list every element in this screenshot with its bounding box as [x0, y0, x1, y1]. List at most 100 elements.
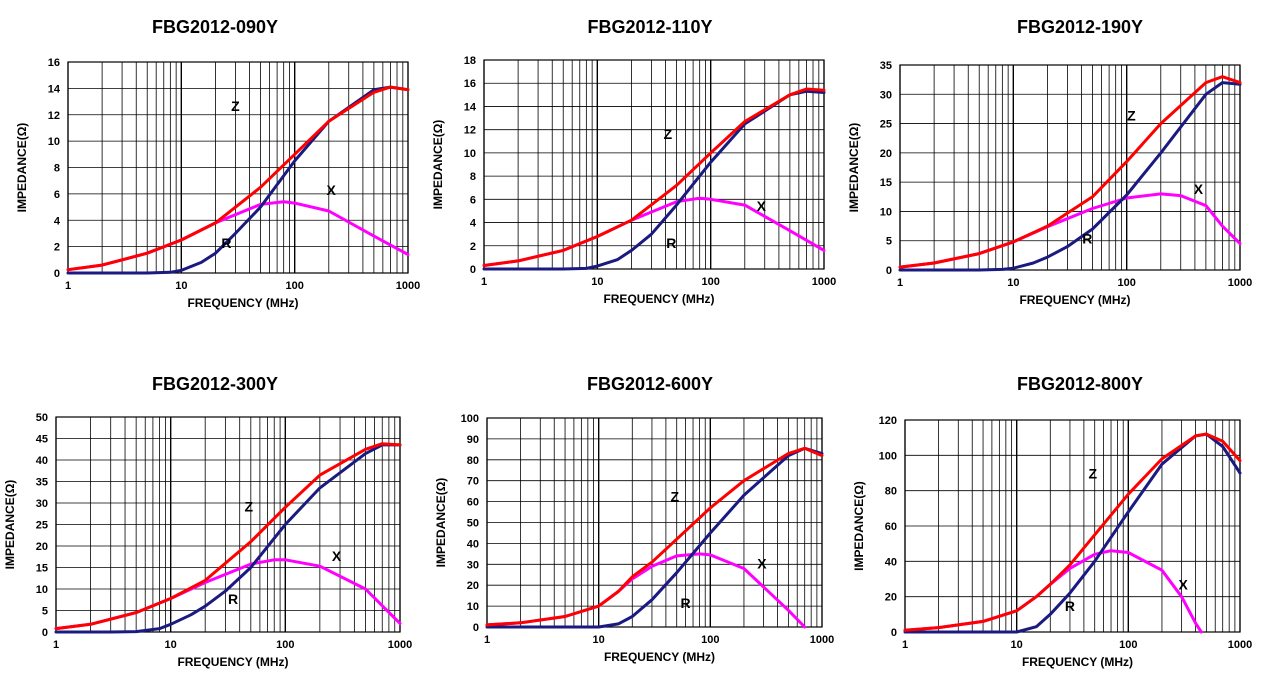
y-tick-label: 35: [880, 60, 892, 72]
chart-title: FBG2012-090Y: [152, 17, 278, 37]
y-axis-label: IMPEDANCE(Ω): [3, 480, 17, 570]
y-tick-label: 4: [470, 218, 477, 230]
x-tick-label: 1: [65, 280, 71, 292]
chart-title: FBG2012-300Y: [152, 374, 278, 394]
x-tick-label: 10: [165, 639, 177, 651]
y-tick-label: 10: [464, 148, 476, 160]
series-line-r: [485, 446, 824, 629]
x-tick-label: 1000: [1228, 639, 1252, 651]
y-tick-label: 15: [36, 563, 48, 575]
y-tick-label: 25: [880, 119, 892, 131]
y-tick-label: 14: [464, 101, 477, 113]
y-tick-label: 16: [48, 57, 60, 69]
series-line-r: [482, 89, 826, 271]
series-line-x: [898, 192, 1242, 269]
y-tick-label: 0: [42, 627, 48, 639]
chart-3: FBG2012-190Y 0 5 10 15 20 25 30 35 1 10 100 1000 FREQ…: [847, 17, 1252, 307]
y-axis-label: IMPEDANCE(Ω): [847, 123, 861, 213]
curve-label-r: R: [1065, 598, 1075, 614]
curve-label-r: R: [228, 591, 238, 607]
curve-label-x: X: [332, 548, 342, 564]
plot-frame: [67, 61, 409, 274]
y-tick-label: 30: [880, 89, 892, 101]
y-tick-label: 16: [464, 78, 476, 90]
series-line-x: [903, 549, 1203, 634]
x-tick-label: 10: [593, 634, 605, 646]
x-axis-label: FREQUENCY (MHz): [177, 655, 288, 669]
y-tick-label: 20: [885, 592, 897, 604]
series-line-r: [898, 81, 1242, 272]
x-axis-label: FREQUENCY (MHz): [187, 296, 298, 310]
curve-label-x: X: [327, 182, 337, 198]
y-tick-label: 5: [42, 606, 48, 618]
x-tick-label: 10: [1007, 277, 1019, 289]
x-tick-label: 1000: [810, 634, 834, 646]
x-tick-label: 1000: [812, 276, 836, 288]
y-axis-label: IMPEDANCE(Ω): [431, 120, 445, 210]
x-tick-label: 10: [175, 280, 187, 292]
curve-label-r: R: [221, 235, 231, 251]
chart-1: FBG2012-090Y 0 2 4 6 8 10 12 14 16 1 10 100 1000 FREQU…: [15, 17, 420, 310]
chart-4: FBG2012-300Y 0 5 10 15 20 25 30 35 40 45 50 1 10 100 10…: [3, 374, 412, 669]
series-line-r: [66, 85, 410, 275]
series-line-z: [898, 75, 1242, 269]
y-tick-label: 2: [470, 241, 476, 253]
y-tick-label: 5: [886, 236, 892, 248]
plot-frame: [904, 419, 1241, 633]
y-tick-label: 10: [880, 206, 892, 218]
y-tick-label: 60: [885, 521, 897, 533]
series-line-z: [54, 442, 402, 631]
y-tick-label: 40: [467, 538, 479, 550]
y-tick-label: 40: [885, 556, 897, 568]
y-tick-label: 70: [467, 476, 479, 488]
x-tick-label: 1: [53, 639, 59, 651]
y-tick-label: 0: [473, 622, 479, 634]
curve-label-z: Z: [245, 499, 254, 515]
series-line-z: [903, 432, 1242, 632]
y-tick-label: 50: [36, 412, 48, 424]
y-tick-label: 8: [54, 163, 60, 175]
x-tick-label: 10: [591, 276, 603, 288]
chart-title: FBG2012-600Y: [587, 374, 713, 394]
y-tick-label: 12: [464, 125, 476, 137]
series-line-r: [54, 443, 402, 634]
y-tick-label: 14: [48, 83, 61, 95]
curve-label-r: R: [666, 235, 676, 251]
y-tick-label: 18: [464, 55, 476, 67]
x-tick-label: 100: [285, 280, 303, 292]
x-axis-label: FREQUENCY (MHz): [603, 292, 714, 306]
y-tick-label: 100: [461, 413, 479, 425]
series-line-z: [482, 87, 826, 267]
grid: [483, 59, 825, 270]
curve-label-x: X: [1194, 181, 1204, 197]
y-tick-label: 10: [467, 601, 479, 613]
curve-label-z: Z: [670, 489, 679, 505]
y-tick-label: 40: [36, 455, 48, 467]
series-line-z: [485, 446, 824, 627]
x-tick-label: 1: [484, 634, 490, 646]
y-tick-label: 0: [891, 627, 897, 639]
y-tick-label: 80: [467, 455, 479, 467]
x-tick-label: 1000: [388, 639, 412, 651]
y-tick-label: 90: [467, 434, 479, 446]
x-tick-label: 100: [1117, 277, 1135, 289]
chart-title: FBG2012-190Y: [1017, 17, 1143, 37]
x-tick-label: 10: [1011, 639, 1023, 651]
plot-frame: [55, 416, 401, 633]
y-tick-label: 80: [885, 486, 897, 498]
plot-frame: [899, 64, 1241, 271]
chart-title: FBG2012-110Y: [587, 17, 712, 37]
y-tick-label: 10: [48, 136, 60, 148]
x-axis-label: FREQUENCY (MHz): [1022, 655, 1133, 669]
y-tick-label: 25: [36, 520, 48, 532]
curve-label-r: R: [1082, 231, 1092, 247]
y-tick-label: 20: [880, 148, 892, 160]
y-tick-label: 20: [36, 541, 48, 553]
y-tick-label: 0: [54, 268, 60, 280]
y-tick-label: 6: [470, 194, 476, 206]
y-tick-label: 0: [470, 264, 476, 276]
y-tick-label: 10: [36, 584, 48, 596]
y-tick-label: 30: [467, 559, 479, 571]
grid: [67, 61, 409, 274]
curve-label-x: X: [1179, 577, 1189, 593]
